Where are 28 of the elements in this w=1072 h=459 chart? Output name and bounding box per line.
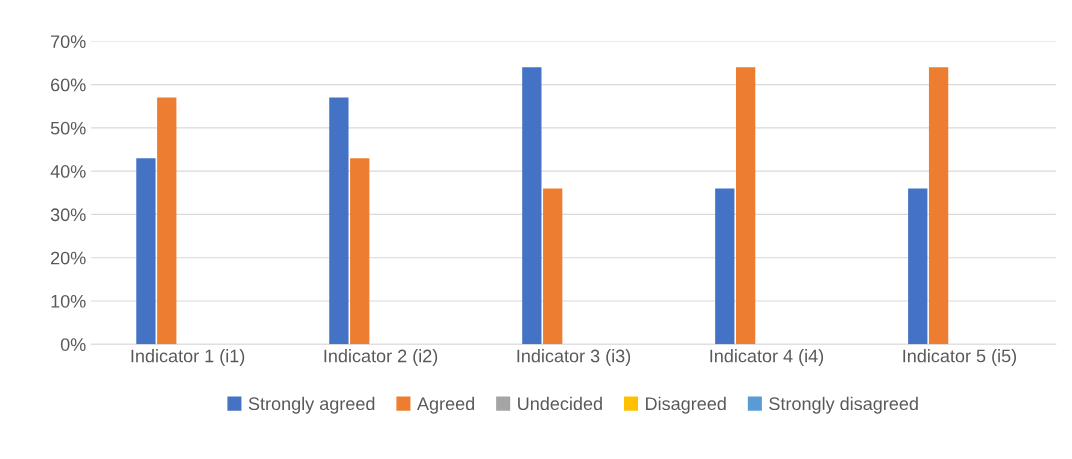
x-tick-label: Indicator 4 (i4) <box>710 349 824 366</box>
x-tick-label: Indicator 1 (i1) <box>131 349 245 366</box>
bar <box>908 188 928 345</box>
legend-label: Strongly disagreed <box>769 396 918 414</box>
bar <box>543 188 563 345</box>
x-tick-label: Indicator 5 (i5) <box>903 349 1017 366</box>
bar <box>735 67 756 345</box>
bar <box>329 97 349 345</box>
legend-label: Disagreed <box>646 396 726 414</box>
y-tick-label: 20% <box>51 251 86 265</box>
x-tick-label: Indicator 2 (i2) <box>324 349 438 366</box>
y-tick-label: 50% <box>50 121 86 135</box>
y-tick-label: 40% <box>50 165 86 178</box>
bar <box>928 67 949 345</box>
bar <box>136 158 156 345</box>
bar <box>522 67 542 345</box>
y-tick-label: 30% <box>50 208 86 222</box>
y-tick-label: 70% <box>51 35 86 49</box>
y-tick-label: 0% <box>60 338 86 351</box>
y-tick-label: 10% <box>51 294 86 308</box>
legend-label: Agreed <box>417 396 475 414</box>
bar <box>715 188 735 345</box>
x-tick-label: Indicator 3 (i3) <box>517 349 631 366</box>
legend-label: Undecided <box>518 396 602 411</box>
legend-label: Strongly agreed <box>248 396 375 414</box>
bar <box>350 158 370 345</box>
bar <box>157 97 177 345</box>
y-tick-label: 60% <box>51 78 86 92</box>
